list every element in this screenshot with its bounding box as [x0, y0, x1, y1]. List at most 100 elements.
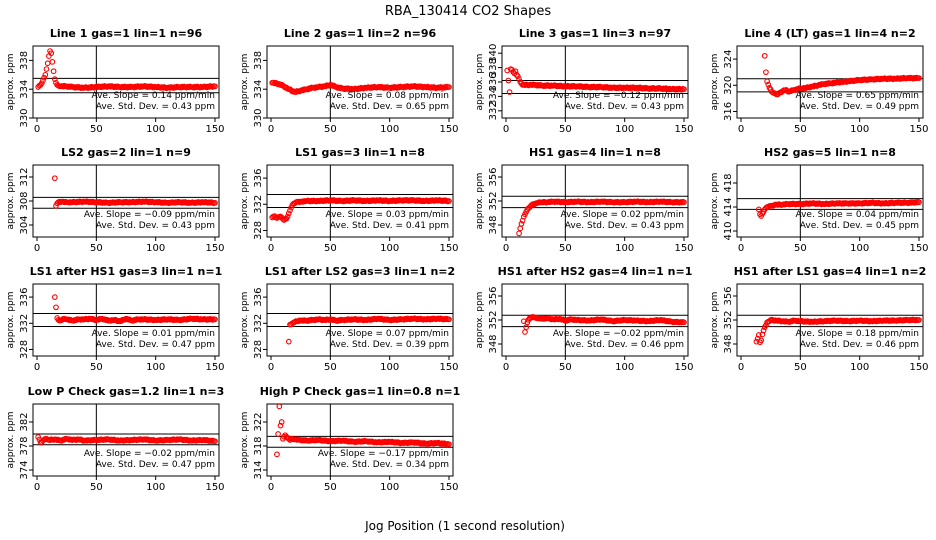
y-tick-label: 348 [723, 334, 734, 353]
data-point [442, 84, 449, 91]
panel-title: LS1 gas=3 lin=1 n=8 [295, 146, 425, 159]
data-point [758, 337, 765, 344]
x-tick-label: 0 [503, 124, 509, 135]
data-point [43, 66, 50, 72]
y-tick-label: 356 [488, 167, 499, 186]
stddev-annotation: Ave. Std. Dev. = 0.45 ppm [800, 221, 919, 231]
stddev-annotation: Ave. Std. Dev. = 0.39 ppm [330, 340, 449, 350]
y-tick-label: 328 [19, 340, 30, 359]
y-tick-label: 316 [723, 102, 734, 121]
data-point [517, 225, 524, 232]
x-tick-label: 150 [909, 243, 928, 254]
x-tick-label: 0 [738, 124, 744, 135]
y-tick-label: 356 [488, 286, 499, 305]
x-tick-label: 50 [794, 124, 807, 135]
data-point [522, 329, 528, 335]
x-tick-label: 0 [34, 124, 40, 135]
y-tick-label: 410 [723, 221, 734, 240]
x-tick-label: 100 [146, 243, 165, 254]
x-tick-label: 100 [380, 243, 399, 254]
y-tick-label: 332 [488, 101, 499, 120]
y-tick-label: 334 [488, 87, 499, 106]
plot-box [266, 403, 454, 477]
panel-title: High P Check gas=1 lin=0.8 n=1 [260, 385, 461, 398]
x-tick-label: 0 [268, 362, 274, 373]
stddev-annotation: Ave. Std. Dev. = 0.47 ppm [96, 340, 215, 350]
data-point [446, 84, 452, 90]
data-point [510, 69, 516, 75]
x-tick-label: 100 [146, 482, 165, 493]
data-point [51, 76, 58, 82]
data-points [51, 294, 218, 325]
data-point [916, 199, 922, 206]
slope-annotation: Ave. Slope = 0.65 ppm/min [795, 91, 919, 101]
data-point [212, 316, 218, 323]
data-point [766, 85, 773, 91]
data-point [516, 76, 522, 82]
y-tick-label: 334 [19, 80, 30, 99]
data-point [209, 84, 216, 90]
x-tick-label: 150 [439, 482, 458, 493]
data-points [35, 434, 218, 446]
y-axis-label: approx. ppm [240, 173, 250, 230]
panel-grid: Line 1 gas=1 lin=1 n=960 50 100 15033033433… [6, 27, 929, 493]
data-point [761, 52, 768, 59]
x-tick-label: 50 [559, 362, 572, 373]
x-tick-label: 150 [674, 362, 693, 373]
figure-title: RBA_130414 CO2 Shapes [385, 4, 552, 19]
plot-box [32, 283, 220, 357]
data-point [513, 71, 520, 78]
data-points [504, 66, 687, 95]
stddev-annotation: Ave. Std. Dev. = 0.43 ppm [565, 102, 684, 112]
data-point [516, 230, 522, 237]
y-tick-label: 418 [723, 173, 734, 192]
y-tick-label: 340 [488, 44, 499, 63]
slope-annotation: Ave. Slope = −0.17 ppm/min [318, 449, 449, 459]
panel-5: LS2 gas=2 lin=1 n=9 0 50 100 150 304 308 312app… [6, 146, 225, 254]
x-tick-label: 50 [324, 362, 337, 373]
data-point [278, 419, 285, 425]
y-tick-label: 332 [19, 314, 30, 333]
x-tick-label: 100 [146, 362, 165, 373]
data-points [520, 314, 687, 335]
y-axis-label: approx. ppm [6, 173, 16, 230]
data-points [516, 198, 687, 237]
data-point [38, 80, 45, 87]
data-points [285, 315, 452, 345]
data-point [285, 210, 292, 217]
data-point [275, 431, 281, 437]
x-tick-label: 0 [268, 482, 274, 493]
y-axis-label: approx. ppm [6, 412, 16, 469]
y-tick-label: 338 [19, 51, 30, 70]
x-tick-label: 50 [90, 243, 103, 254]
panel-title: LS1 after HS1 gas=3 lin=1 n=1 [30, 265, 223, 278]
y-axis-label: approx. ppm [240, 54, 250, 111]
panel-title: HS1 after HS2 gas=4 lin=1 n=1 [498, 265, 693, 278]
y-tick-label: 328 [253, 221, 264, 240]
x-tick-label: 150 [439, 124, 458, 135]
data-points [274, 404, 452, 458]
x-tick-label: 50 [90, 362, 103, 373]
data-point [53, 304, 59, 311]
y-tick-label: 356 [723, 286, 734, 305]
data-point [312, 85, 318, 91]
panel-title: Low P Check gas=1.2 lin=1 n=3 [28, 385, 225, 398]
slope-annotation: Ave. Slope = 0.14 ppm/min [91, 91, 215, 101]
x-tick-label: 50 [324, 243, 337, 254]
y-tick-label: 324 [723, 50, 734, 69]
x-tick-label: 50 [324, 124, 337, 135]
data-point [42, 71, 49, 78]
data-points [35, 48, 218, 92]
y-tick-label: 304 [19, 215, 30, 234]
panel-9: LS1 after HS1 gas=3 lin=1 n=1 0 50 100 150 32… [6, 265, 225, 373]
data-point [48, 50, 55, 57]
slope-annotation: Ave. Slope = 0.01 ppm/min [91, 329, 215, 339]
data-points [755, 198, 922, 219]
slope-annotation: Ave. Slope = −0.12 ppm/min [553, 91, 684, 101]
x-tick-label: 150 [439, 243, 458, 254]
plot-box [736, 45, 924, 119]
y-axis-label: approx. ppm [6, 54, 16, 111]
data-points [269, 79, 452, 95]
data-point [284, 213, 291, 220]
data-point [51, 294, 58, 300]
